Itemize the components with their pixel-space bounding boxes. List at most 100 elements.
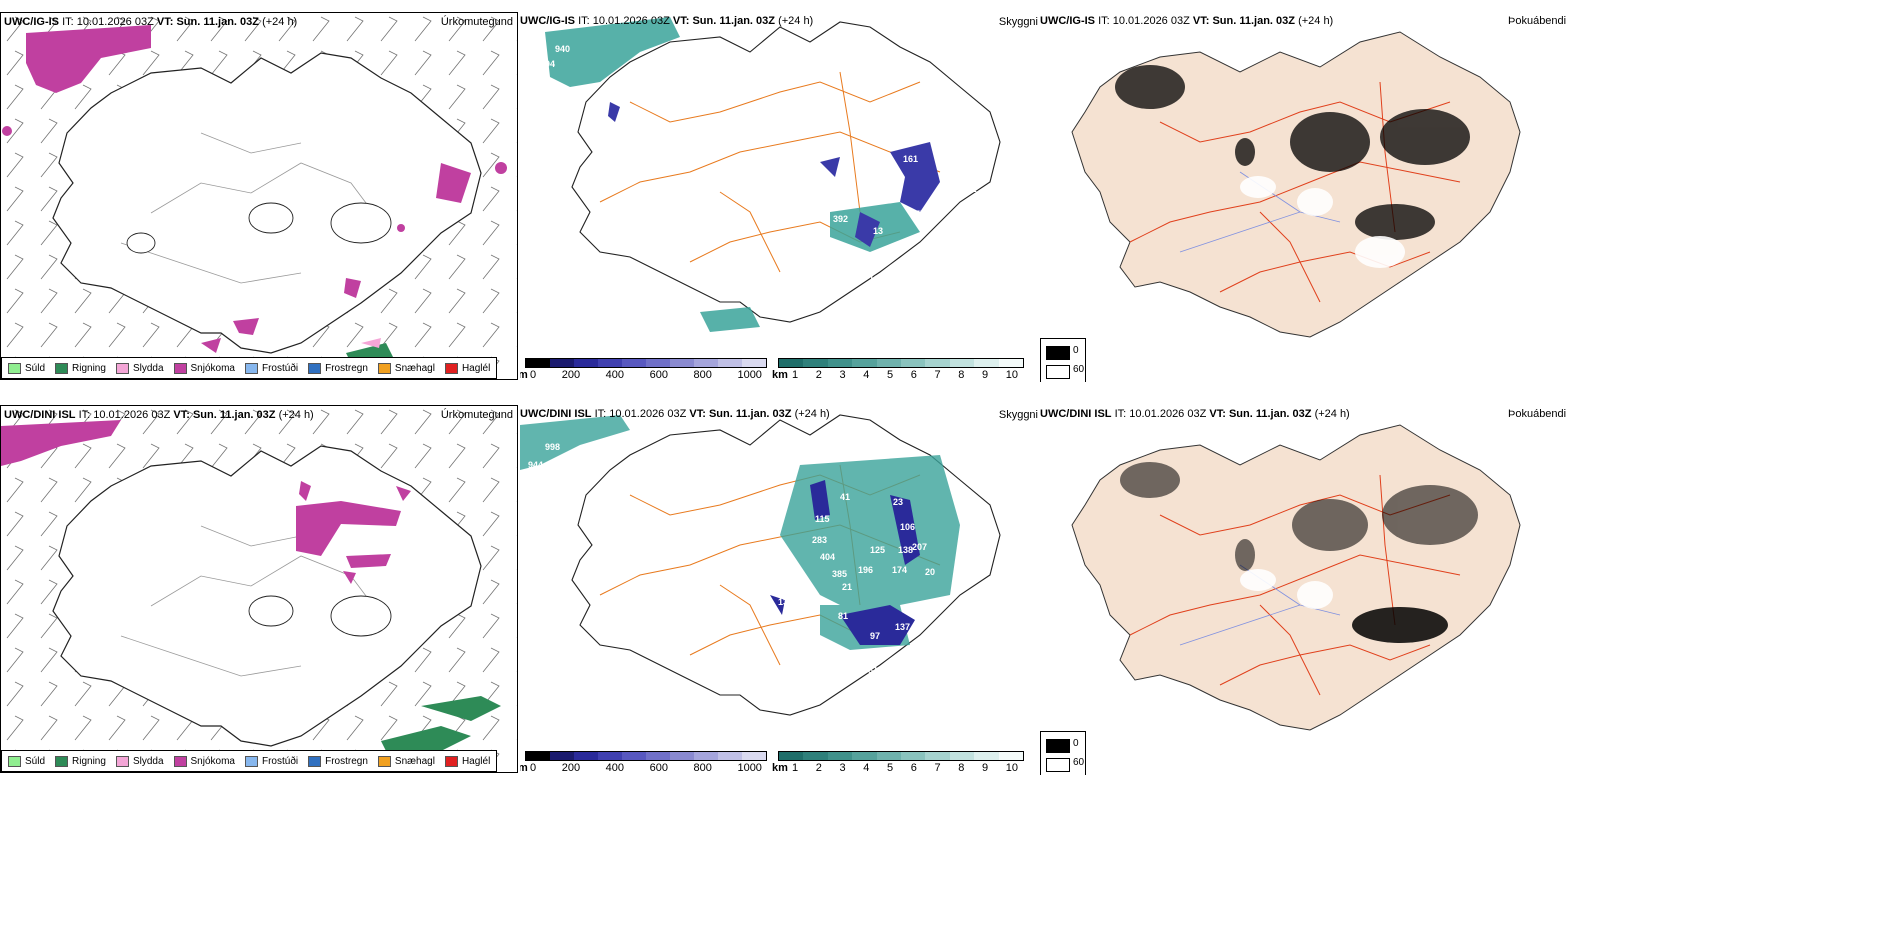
legend-item-snow-pellets: Snæhagl	[377, 755, 435, 767]
legend-swatch	[308, 362, 322, 374]
legend-swatch	[55, 362, 69, 374]
legend-item-drizzle: Súld	[8, 755, 45, 767]
precip-type-panel-2: UWC/DINI ISL IT: 10.01.2026 03Z VT: Sun.…	[0, 405, 518, 773]
visibility-map: 940 904 928 161 58 11 77 24 392 13 18	[535, 17, 1001, 332]
height-label: 77	[915, 209, 925, 219]
visibility-panel-1: UWC/IG-IS IT: 10.01.2026 03Z VT: Sun. 11…	[520, 12, 1040, 382]
precip-type-panel-1: UWC/IG-IS IT: 10.01.2026 03Z VT: Sun. 11…	[0, 12, 518, 380]
height-label: 20	[925, 567, 935, 577]
panel-title: UWC/DINI ISL IT: 10.01.2026 03Z VT: Sun.…	[1040, 408, 1350, 420]
visibility-height-labels: 998 944 41 115 283 404 23 106 207 138 12…	[528, 442, 935, 675]
legend-item-drizzle: Súld	[8, 362, 45, 374]
height-label: 161	[903, 154, 918, 164]
panel-parameter-name: Þokuábendi	[1508, 408, 1567, 420]
height-label: 944	[528, 460, 543, 470]
height-ticks: 0 200 400 600 800 1000	[530, 762, 762, 774]
visibility-colorbar	[778, 358, 1024, 368]
height-label: 904	[540, 59, 555, 69]
sleet-areas	[361, 338, 381, 348]
legend-swatch	[377, 362, 391, 374]
height-label: 81	[868, 665, 878, 675]
precip-map	[1, 406, 517, 772]
height-label: 283	[812, 535, 827, 545]
snowfall-areas	[2, 25, 507, 353]
legend-swatch	[8, 362, 21, 374]
height-label: 23	[893, 497, 903, 507]
fog-legend: 0 60	[1040, 338, 1086, 382]
height-label: 139	[778, 597, 793, 607]
height-label: 174	[892, 565, 907, 575]
panel-parameter-name: Úrkomutegund	[440, 16, 513, 28]
panel-title: UWC/IG-IS IT: 10.01.2026 03Z VT: Sun. 11…	[1040, 15, 1334, 27]
height-label: 58	[955, 174, 965, 184]
visibility-panel-2: UWC/DINI ISL IT: 10.01.2026 03Z VT: Sun.…	[520, 405, 1040, 775]
visibility-unit: km	[772, 762, 788, 774]
legend-item-freezing-drizzle: Frostúði	[244, 362, 298, 374]
fog-index-panel-1: 0 60 UWC/IG-IS IT: 10.01.2026 03Z VT: Su…	[1040, 12, 1900, 382]
panel-parameter-name: Úrkomutegund	[440, 409, 513, 421]
panel-title: UWC/IG-IS IT: 10.01.2026 03Z VT: Sun. 11…	[520, 15, 814, 27]
precip-map	[1, 13, 517, 379]
legend-item-snow-pellets: Snæhagl	[377, 362, 435, 374]
legend-item-freezing-drizzle: Frostúði	[244, 755, 298, 767]
height-label: 41	[840, 492, 850, 502]
legend-swatch	[308, 755, 322, 767]
fog-index-panel-2: 0 60 UWC/DINI ISL IT: 10.01.2026 03Z VT:…	[1040, 405, 1900, 775]
legend-item-hail: Haglél	[444, 755, 490, 767]
height-label: 81	[838, 611, 848, 621]
height-label: 13	[873, 226, 883, 236]
panel-parameter-name: Þokuábendi	[1508, 15, 1567, 27]
height-label: 97	[870, 631, 880, 641]
height-label: 18	[869, 274, 879, 284]
height-label: 940	[555, 44, 570, 54]
legend-swatch	[55, 755, 69, 767]
legend-swatch	[244, 755, 258, 767]
panel-parameter-name: Skyggni	[998, 409, 1038, 421]
height-label: 196	[858, 565, 873, 575]
height-label: 24	[865, 169, 875, 179]
height-label: 928	[535, 74, 550, 84]
height-unit: m	[520, 369, 528, 381]
precip-type-legend: Súld Rigning Slydda Snjókoma Frostúði Fr…	[1, 357, 498, 379]
height-label: 11	[967, 184, 977, 194]
legend-item-rain: Rigning	[55, 755, 106, 767]
legend-swatch	[115, 362, 129, 374]
height-label: 404	[820, 552, 835, 562]
legend-swatch	[173, 755, 187, 767]
legend-swatch	[8, 755, 21, 767]
precip-type-legend: Súld Rigning Slydda Snjókoma Frostúði Fr…	[1, 750, 498, 772]
height-ticks: 0 200 400 600 800 1000	[530, 369, 762, 381]
visibility-height-labels: 940 904 928 161 58 11 77 24 392 13 18	[535, 44, 977, 284]
height-colorbar	[525, 751, 767, 761]
height-colorbar	[525, 358, 767, 368]
snowfall-areas	[1, 420, 411, 584]
legend-swatch	[444, 362, 458, 374]
height-label: 88	[915, 607, 925, 617]
fog-legend: 0 60	[1040, 731, 1086, 775]
legend-item-hail: Haglél	[444, 362, 490, 374]
legend-swatch	[173, 362, 187, 374]
height-label: 106	[900, 522, 915, 532]
legend-item-snow: Snjókoma	[173, 362, 235, 374]
height-label: 385	[832, 569, 847, 579]
legend-item-freezing-rain: Frostregn	[308, 362, 368, 374]
height-unit: m	[520, 762, 528, 774]
fog-index-map	[1071, 31, 1521, 338]
panel-title: UWC/DINI ISL IT: 10.01.2026 03Z VT: Sun.…	[520, 408, 830, 420]
height-label: 137	[895, 622, 910, 632]
visibility-map: 998 944 41 115 283 404 23 106 207 138 12…	[520, 414, 1001, 716]
height-label: 207	[912, 542, 927, 552]
legend-swatch	[444, 755, 458, 767]
legend-item-sleet: Slydda	[115, 362, 164, 374]
panel-title: UWC/IG-IS IT: 10.01.2026 03Z VT: Sun. 11…	[4, 16, 298, 28]
height-label: 392	[833, 214, 848, 224]
height-label: 115	[815, 514, 830, 524]
legend-item-sleet: Slydda	[115, 755, 164, 767]
height-label: 998	[545, 442, 560, 452]
panel-title: UWC/DINI ISL IT: 10.01.2026 03Z VT: Sun.…	[4, 409, 314, 421]
visibility-ticks: 1 2 3 4 5 6 7 8 9 10	[792, 369, 1018, 381]
height-label: 125	[870, 545, 885, 555]
height-label: 138	[898, 545, 913, 555]
legend-item-snow: Snjókoma	[173, 755, 235, 767]
fog-index-map	[1071, 424, 1521, 731]
